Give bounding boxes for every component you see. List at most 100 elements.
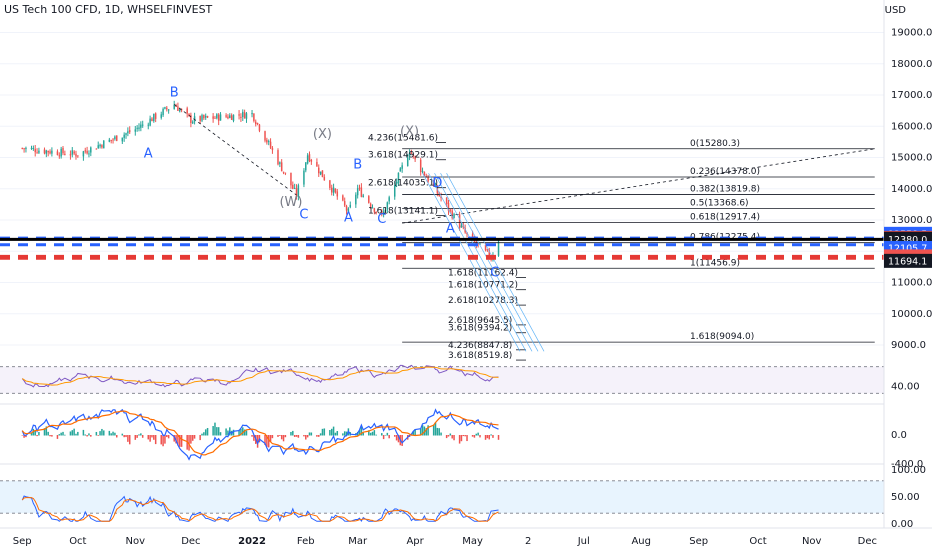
wave-label: C: [490, 265, 499, 280]
macd-histogram-bar: [36, 435, 38, 437]
candle-body: [269, 141, 272, 148]
candle-body: [49, 151, 51, 154]
fib-ext-label: 3.618(14929.1): [368, 151, 438, 161]
macd-histogram-bar: [362, 432, 364, 436]
macd-tick-label: -400.0: [891, 459, 923, 470]
candle-body: [214, 117, 216, 119]
candle-body: [497, 241, 500, 256]
rsi-line: [21, 364, 499, 388]
macd-histogram-bar: [269, 435, 272, 442]
candle-body: [219, 114, 222, 121]
macd-histogram-bar: [84, 434, 86, 436]
macd-histogram-bar: [116, 435, 118, 438]
candle-body: [238, 114, 240, 116]
wave-label: A: [344, 211, 353, 226]
macd-histogram-bar: [360, 426, 363, 436]
candle-body: [141, 124, 144, 126]
wave-label: C: [377, 212, 386, 227]
candle-body: [154, 113, 157, 119]
candle-body: [254, 121, 257, 125]
price-tick-label: 15000.0: [891, 153, 932, 164]
macd-histogram-bar: [23, 435, 25, 438]
fib-ext-label: 3.618(8519.8): [448, 351, 512, 361]
candle-body: [295, 188, 298, 197]
macd-histogram-bar: [49, 435, 51, 437]
time-tick-label: Jul: [577, 536, 590, 547]
macd-histogram-bar: [462, 435, 465, 437]
candle-body: [136, 127, 138, 129]
candle-body: [164, 107, 166, 109]
macd-histogram-bar: [64, 434, 66, 436]
macd-histogram-bar: [47, 431, 49, 436]
candle-body: [188, 113, 190, 116]
macd-histogram-bar: [382, 435, 385, 440]
fib-ext-label: 4.236(15481.6): [368, 133, 438, 143]
macd-histogram-bar: [199, 435, 201, 441]
stoch-band: [0, 480, 884, 514]
candle-body: [297, 185, 300, 197]
macd-histogram-bar: [149, 435, 151, 442]
macd-histogram-bar: [284, 435, 287, 438]
macd-histogram-bar: [95, 431, 98, 436]
macd-histogram-bar: [201, 433, 203, 436]
macd-histogram-bar: [440, 432, 442, 436]
candle-body: [56, 151, 59, 156]
candle-body: [471, 234, 474, 238]
stoch-d-line: [21, 497, 499, 522]
macd-histogram-bar: [264, 435, 266, 445]
macd-histogram-bar: [293, 435, 296, 437]
candle-body: [384, 209, 387, 212]
candle-body: [399, 168, 402, 172]
candle-body: [280, 162, 283, 172]
macd-histogram-bar: [216, 427, 218, 436]
macd-histogram-bar: [60, 432, 62, 436]
candle-body: [360, 187, 363, 197]
candle-body: [186, 108, 188, 114]
candle-body: [60, 148, 62, 157]
candle-body: [203, 114, 205, 119]
macd-histogram-bar: [108, 430, 111, 436]
macd-histogram-bar: [464, 435, 466, 437]
candle-body: [332, 187, 335, 193]
candle-body: [395, 181, 398, 185]
macd-histogram-bar: [191, 435, 194, 441]
fib-ext-label: 2.618(14035.1): [368, 179, 438, 189]
macd-histogram-bar: [167, 435, 170, 439]
fan-line: [434, 172, 533, 352]
candle-body: [45, 150, 48, 154]
fib-level-label: 0.5(13368.6): [690, 199, 749, 209]
candle-body: [342, 195, 344, 201]
candle-body: [51, 150, 53, 154]
candle-body: [230, 115, 233, 120]
candle-body: [43, 149, 46, 154]
candle-body: [440, 196, 442, 199]
candle-body: [279, 162, 281, 164]
candle-body: [199, 116, 201, 121]
candle-body: [386, 202, 389, 210]
macd-histogram-bar: [160, 435, 162, 445]
time-tick-label: Sep: [13, 536, 32, 547]
time-tick-label: Feb: [297, 536, 315, 547]
macd-histogram-bar: [86, 435, 88, 437]
macd-histogram-bar: [412, 431, 415, 436]
price-tick-label: 17000.0: [891, 90, 932, 101]
candle-body: [408, 152, 411, 157]
macd-histogram-bar: [193, 435, 196, 439]
candle-body: [336, 191, 339, 197]
trend-line: [402, 148, 875, 224]
macd-histogram-bar: [334, 432, 337, 436]
fib-ext-label: 4.236(8847.8): [448, 341, 512, 351]
wave-label: (X): [313, 127, 332, 142]
macd-histogram-bar: [82, 429, 85, 436]
macd-histogram-bar: [484, 435, 487, 440]
candle-body: [345, 206, 348, 211]
macd-histogram-bar: [343, 431, 346, 436]
candle-body: [21, 147, 23, 149]
macd-histogram-bar: [147, 435, 150, 440]
candle-body: [305, 162, 307, 171]
candle-body: [34, 149, 36, 153]
fib-ext-label: 3.618(9394.2): [448, 324, 512, 334]
macd-histogram-bar: [279, 435, 281, 436]
candle-body: [356, 188, 359, 196]
